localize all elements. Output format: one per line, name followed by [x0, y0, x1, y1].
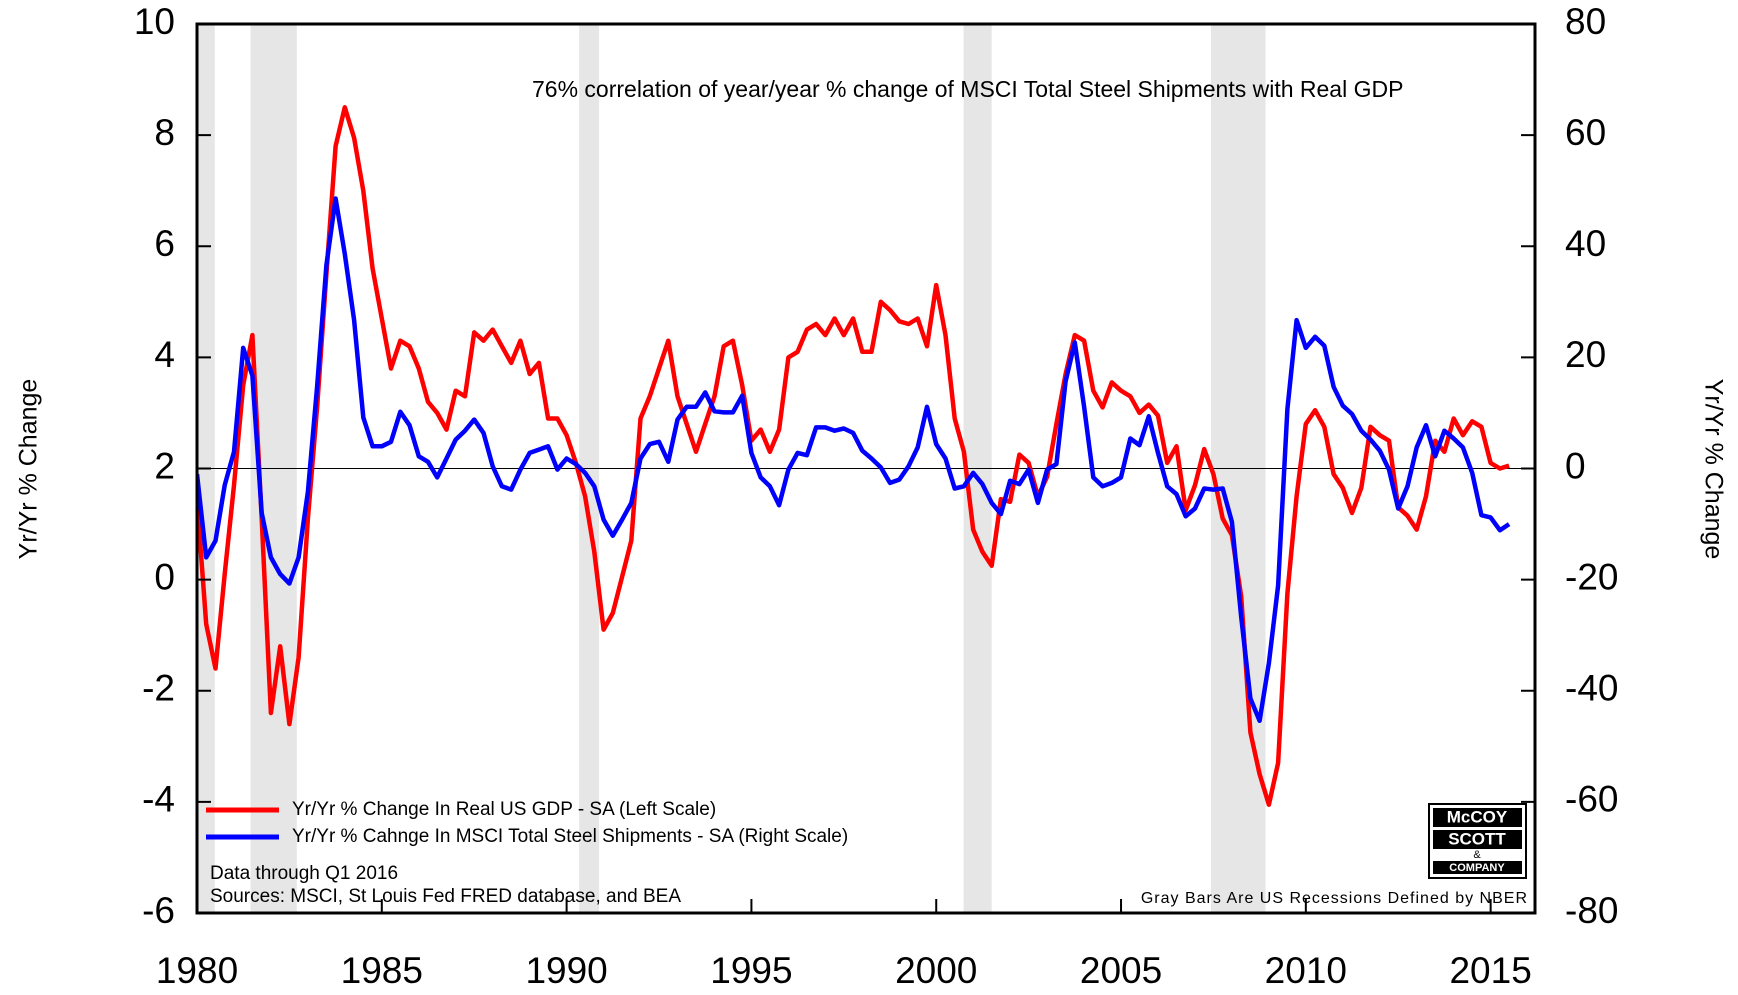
x-tick-label: 1985 [341, 950, 423, 991]
y2-tick-label: 80 [1565, 1, 1606, 42]
legend-label: Yr/Yr % Cahnge In MSCI Total Steel Shipm… [292, 826, 848, 847]
y2-tick-label: -40 [1565, 668, 1618, 709]
y2-tick-label: -60 [1565, 779, 1618, 820]
logo-text: McCOY [1447, 807, 1508, 826]
y2-tick-label: 0 [1565, 445, 1586, 486]
y2-tick-label: 60 [1565, 112, 1606, 153]
y-tick-label: 2 [154, 445, 175, 486]
logo-text: SCOTT [1448, 829, 1506, 848]
y-tick-label: -2 [142, 668, 175, 709]
recession-note: Gray Bars Are US Recessions Defined by N… [1141, 890, 1528, 907]
y-tick-label: 0 [154, 556, 175, 597]
legend-label: Yr/Yr % Change In Real US GDP - SA (Left… [292, 799, 716, 820]
logo: McCOY SCOTT & COMPANY [1428, 803, 1527, 879]
series-layer [197, 105, 1511, 807]
x-tick-label: 2000 [895, 950, 977, 991]
logo-band [1433, 808, 1522, 827]
x-tick-label: 1980 [156, 950, 238, 991]
y-tick-label: -4 [142, 779, 175, 820]
note: Sources: MSCI, St Louis Fed FRED databas… [210, 886, 681, 907]
x-tick-label: 2005 [1080, 950, 1162, 991]
y2-axis-label: Yr/Yr % Change [1699, 379, 1727, 560]
series-line [197, 196, 1511, 724]
x-tick-label: 2010 [1265, 950, 1347, 991]
y2-tick-label: 40 [1565, 223, 1606, 264]
y-axis-label: Yr/Yr % Change [15, 379, 43, 560]
series-line [197, 105, 1510, 807]
y-tick-label: -6 [142, 890, 175, 931]
y-tick-label: 10 [134, 1, 175, 42]
y2-tick-label: -80 [1565, 890, 1618, 931]
x-tick-label: 2015 [1449, 950, 1531, 991]
logo-text: COMPANY [1449, 862, 1505, 874]
annotation: 76% correlation of year/year % change of… [532, 76, 1403, 102]
y2-tick-label: 20 [1565, 334, 1606, 375]
logo-band [1433, 861, 1522, 874]
y2-tick-label: -20 [1565, 556, 1618, 597]
logo-band [1433, 830, 1522, 849]
x-tick-label: 1990 [525, 950, 607, 991]
x-tick-label: 1995 [710, 950, 792, 991]
y-tick-label: 8 [154, 112, 175, 153]
logo-text: & [1473, 849, 1481, 861]
y-tick-label: 6 [154, 223, 175, 264]
note: Data through Q1 2016 [210, 863, 398, 884]
y-tick-label: 4 [154, 334, 175, 375]
